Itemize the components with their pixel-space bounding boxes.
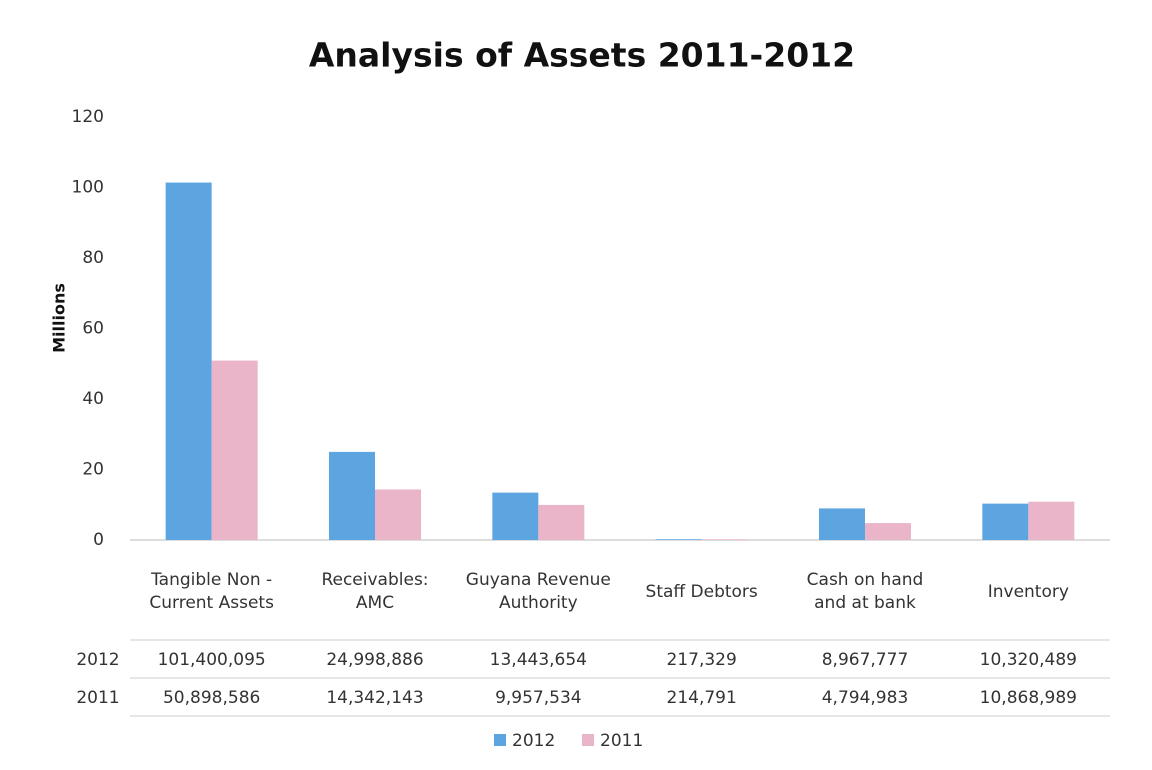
table-cell: 10,320,489 bbox=[980, 650, 1077, 670]
table-cell: 13,443,654 bbox=[490, 650, 587, 670]
table-cell: 14,342,143 bbox=[326, 688, 423, 708]
table-row-header: 2011 bbox=[76, 688, 119, 708]
bar bbox=[982, 503, 1029, 540]
table-cell: 9,957,534 bbox=[495, 688, 582, 708]
x-tick-label: Receivables: AMC bbox=[321, 570, 429, 613]
table-cell: 4,794,983 bbox=[822, 688, 909, 708]
bar bbox=[655, 539, 702, 540]
table-cell: 10,868,989 bbox=[980, 688, 1077, 708]
chart-title: Analysis of Assets 2011-2012 bbox=[309, 36, 855, 75]
table-cell: 50,898,586 bbox=[163, 688, 260, 708]
table-cell: 24,998,886 bbox=[326, 650, 423, 670]
bar bbox=[701, 539, 748, 540]
x-tick-label: Inventory bbox=[987, 581, 1069, 602]
table-cell: 217,329 bbox=[667, 650, 737, 670]
bar bbox=[165, 182, 212, 540]
y-tick-label: 100 bbox=[72, 178, 104, 198]
x-tick-label: Cash on hand and at bank bbox=[806, 570, 924, 613]
bar bbox=[375, 489, 421, 540]
y-tick-label: 0 bbox=[93, 530, 104, 550]
bar bbox=[538, 504, 585, 540]
y-tick-label: 40 bbox=[82, 389, 104, 409]
x-tick-label: Guyana Revenue Authority bbox=[465, 570, 611, 613]
legend-label: 2012 bbox=[512, 731, 555, 751]
bar bbox=[211, 360, 258, 540]
bar bbox=[329, 451, 375, 540]
x-tick-label: Tangible Non - Current Assets bbox=[149, 570, 274, 613]
legend-swatch bbox=[582, 734, 594, 746]
table-cell: 101,400,095 bbox=[158, 650, 266, 670]
y-axis-label: Millions bbox=[50, 283, 69, 353]
bar bbox=[492, 492, 539, 540]
bar bbox=[819, 508, 865, 540]
legend-label: 2011 bbox=[600, 731, 643, 751]
bar bbox=[865, 523, 911, 540]
table-cell: 8,967,777 bbox=[822, 650, 909, 670]
table-cell: 214,791 bbox=[667, 688, 737, 708]
legend-swatch bbox=[494, 734, 506, 746]
y-tick-label: 60 bbox=[82, 319, 104, 339]
x-tick-label: Staff Debtors bbox=[645, 581, 758, 602]
y-tick-label: 20 bbox=[82, 460, 104, 480]
bar bbox=[1028, 501, 1075, 540]
y-tick-label: 120 bbox=[72, 107, 104, 127]
y-tick-label: 80 bbox=[82, 248, 104, 268]
table-row-header: 2012 bbox=[76, 650, 119, 670]
